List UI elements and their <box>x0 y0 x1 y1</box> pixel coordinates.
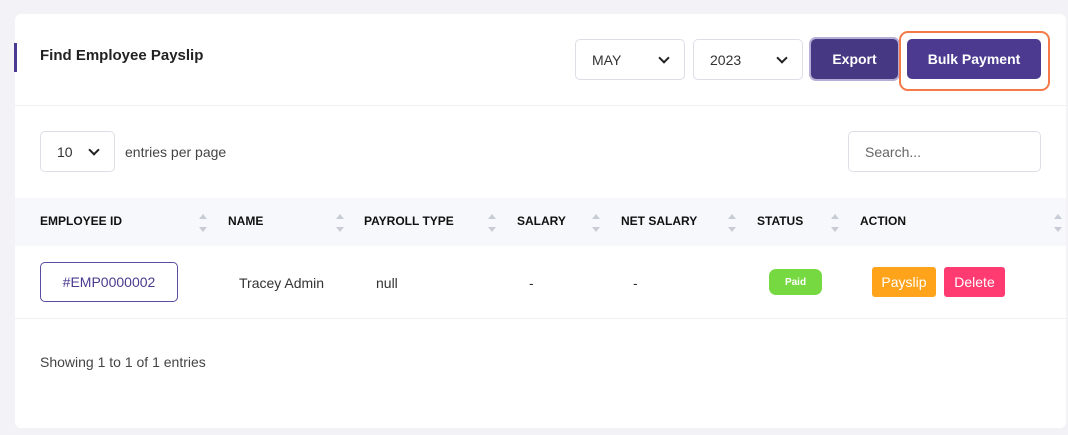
year-value: 2023 <box>710 51 742 68</box>
sort-icon[interactable] <box>728 214 736 232</box>
chevron-down-icon <box>776 51 788 64</box>
net-salary: - <box>633 275 638 291</box>
entries-select[interactable]: 10 <box>40 131 115 172</box>
sort-icon[interactable] <box>1054 214 1062 232</box>
sort-icon[interactable] <box>199 214 207 232</box>
column-header-status[interactable]: STATUS <box>757 214 804 228</box>
entries-value: 10 <box>57 143 73 160</box>
month-value: MAY <box>592 51 622 68</box>
row-divider <box>15 318 1066 319</box>
search-input[interactable] <box>848 131 1041 172</box>
column-header-employee-id[interactable]: EMPLOYEE ID <box>40 214 123 228</box>
employee-id-link[interactable]: #EMP0000002 <box>40 262 178 302</box>
delete-button[interactable]: Delete <box>944 267 1005 297</box>
table-header <box>15 198 1066 246</box>
payroll-type: null <box>376 275 398 291</box>
column-header-salary[interactable]: SALARY <box>517 214 566 228</box>
header-divider <box>15 105 1066 106</box>
chevron-down-icon <box>88 143 100 156</box>
salary: - <box>529 275 534 291</box>
export-button[interactable]: Export <box>811 39 898 79</box>
status-badge: Paid <box>769 269 822 295</box>
sort-icon[interactable] <box>488 214 496 232</box>
month-select[interactable]: MAY <box>575 39 685 80</box>
column-header-payroll-type[interactable]: PAYROLL TYPE <box>364 214 454 228</box>
bulk-payment-button[interactable]: Bulk Payment <box>907 39 1041 79</box>
year-select[interactable]: 2023 <box>693 39 803 80</box>
payslip-button[interactable]: Payslip <box>872 267 936 297</box>
sort-icon[interactable] <box>592 214 600 232</box>
chevron-down-icon <box>658 51 670 64</box>
column-header-net-salary[interactable]: NET SALARY <box>621 214 698 228</box>
employee-name: Tracey Admin <box>239 275 325 291</box>
sort-icon[interactable] <box>336 214 344 232</box>
entries-label: entries per page <box>125 144 227 160</box>
title-accent-bar <box>14 43 17 72</box>
column-header-name[interactable]: NAME <box>228 214 264 228</box>
table-info: Showing 1 to 1 of 1 entries <box>40 354 206 370</box>
sort-icon[interactable] <box>831 214 839 232</box>
page-title: Find Employee Payslip <box>40 47 204 64</box>
highlight-ring <box>899 31 1050 91</box>
column-header-action[interactable]: ACTION <box>860 214 906 228</box>
